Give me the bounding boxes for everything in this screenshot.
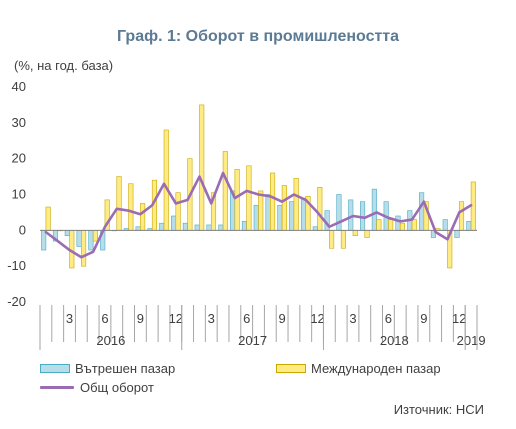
bar-domestic: [159, 222, 165, 231]
bar-international: [246, 165, 252, 231]
bar-domestic: [88, 230, 94, 251]
bar-international: [270, 172, 276, 231]
x-tick-label: 6: [385, 311, 392, 326]
x-tick-label: 9: [137, 311, 144, 326]
bar-international: [352, 230, 358, 237]
bar-international: [92, 230, 98, 242]
bar-domestic: [466, 221, 472, 231]
y-tick-label: 20: [12, 151, 26, 166]
legend-label-international: Международен пазар: [311, 361, 441, 376]
y-tick-label: 30: [12, 115, 26, 130]
bar-domestic: [171, 215, 177, 231]
y-tick-label: -20: [7, 294, 26, 309]
bar-international: [329, 230, 335, 249]
bar-domestic: [241, 221, 247, 231]
bar-international: [364, 230, 370, 238]
bar-international: [199, 104, 205, 231]
x-tick-label: 12: [310, 311, 324, 326]
legend-swatch-international: [276, 364, 306, 373]
bar-domestic: [265, 194, 271, 231]
bar-international: [234, 169, 240, 231]
legend-swatch-domestic: [40, 364, 70, 373]
bar-international: [411, 219, 417, 231]
bar-domestic: [218, 224, 224, 231]
bar-international: [458, 201, 465, 231]
x-tick-label: 6: [243, 311, 250, 326]
bar-domestic: [419, 192, 425, 231]
bar-domestic: [395, 215, 401, 231]
legend-line-total: [40, 386, 74, 389]
bar-international: [399, 222, 406, 231]
bar-domestic: [312, 226, 318, 231]
bar-international: [293, 178, 299, 231]
bar-domestic: [182, 222, 188, 231]
bar-domestic: [336, 194, 342, 231]
bar-international: [376, 219, 382, 231]
bar-international: [140, 203, 146, 231]
legend-item-domestic: Вътрешен пазар: [40, 361, 175, 376]
bar-international: [81, 230, 87, 267]
legend-label-total: Общ оборот: [80, 380, 154, 395]
y-axis-unit-label: (%, на год. база): [14, 58, 114, 73]
bar-domestic: [64, 230, 70, 237]
bar-international: [388, 219, 394, 231]
bar-international: [317, 187, 323, 231]
bar-international: [45, 206, 51, 231]
bar-international: [163, 129, 169, 231]
bar-international: [175, 192, 181, 231]
bar-international: [128, 183, 134, 231]
y-tick-label: 40: [12, 79, 26, 94]
legend-label-domestic: Вътрешен пазар: [75, 361, 176, 376]
bar-international: [281, 185, 287, 231]
x-tick-label: 6: [101, 311, 108, 326]
bar-international: [258, 190, 264, 231]
bar-international: [222, 151, 228, 231]
bar-domestic: [135, 226, 141, 231]
y-tick-label: 10: [12, 187, 26, 202]
legend-item-total: Общ оборот: [40, 380, 154, 395]
x-year-label: 2018: [380, 333, 409, 348]
bar-domestic: [454, 230, 460, 238]
bar-domestic: [442, 219, 448, 231]
bar-domestic: [289, 201, 295, 231]
legend-item-international: Международен пазар: [276, 361, 441, 376]
x-year-label: 2017: [238, 333, 267, 348]
x-year-label: 2019: [457, 333, 486, 348]
line-total-turnover: [44, 171, 473, 259]
x-tick-label: 12: [452, 311, 466, 326]
y-tick-label: -10: [7, 258, 26, 273]
bar-international: [116, 176, 122, 231]
bar-domestic: [277, 204, 283, 231]
bar-domestic: [41, 230, 47, 251]
bar-domestic: [300, 197, 307, 231]
x-tick-label: 9: [279, 311, 286, 326]
x-tick-label: 3: [66, 311, 73, 326]
x-year-label: 2016: [96, 333, 125, 348]
bar-domestic: [194, 224, 200, 231]
x-tick-label: 9: [420, 311, 427, 326]
x-tick-label: 3: [349, 311, 356, 326]
bar-domestic: [253, 204, 259, 231]
source-note: Източник: НСИ: [393, 402, 484, 417]
y-tick-label: 0: [19, 222, 26, 237]
bar-domestic: [76, 230, 82, 247]
chart-title: Граф. 1: Оборот в промишлеността: [116, 28, 400, 45]
x-tick-label: 12: [169, 311, 183, 326]
bar-international: [340, 230, 346, 249]
bar-domestic: [206, 224, 212, 231]
x-tick-label: 3: [208, 311, 215, 326]
bar-domestic: [371, 188, 377, 231]
